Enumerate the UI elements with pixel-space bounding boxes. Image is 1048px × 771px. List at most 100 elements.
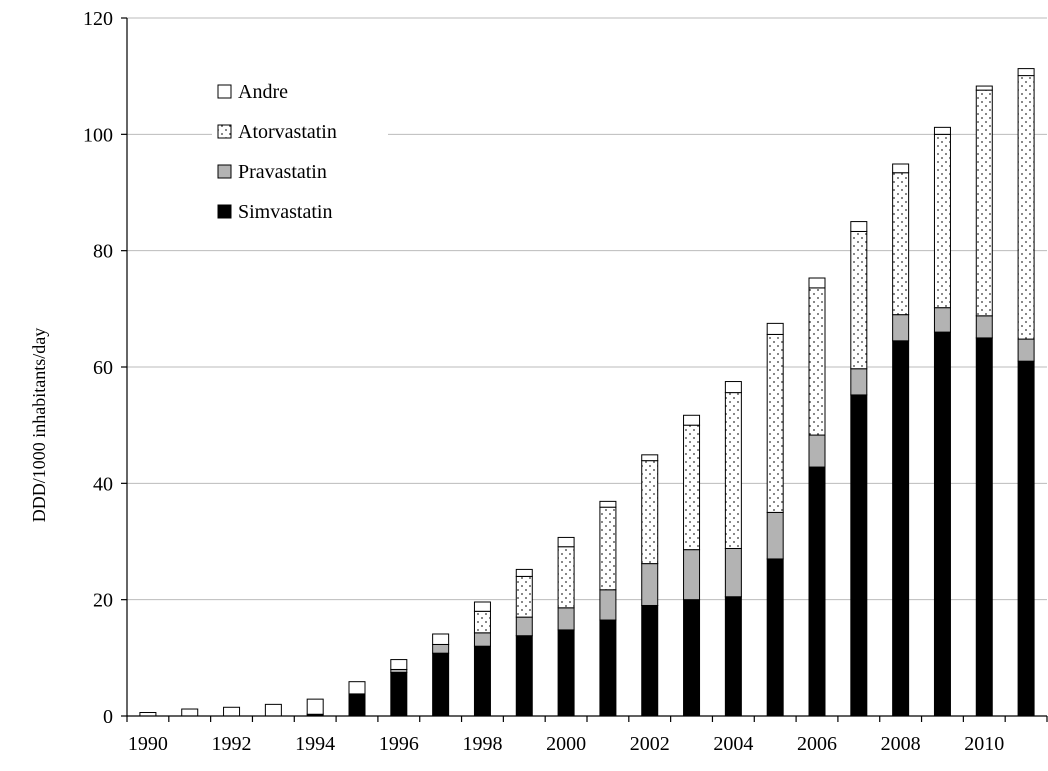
legend-swatch-pravastatin [217,164,232,179]
bar-andre-1991 [181,708,199,717]
bar-simvastatin-1997 [432,652,450,717]
x-tick-label: 1998 [462,733,502,755]
legend-label-andre: Andre [238,81,288,103]
bar-atorvastatin-2006 [808,287,826,436]
bar-stack-2010 [975,85,993,717]
axes [121,17,1048,722]
bar-simvastatin-2004 [724,596,742,717]
bar-pravastatin-2001 [599,589,617,621]
bar-atorvastatin-2008 [892,172,910,316]
bar-pravastatin-2004 [724,547,742,598]
x-tick-label: 1992 [212,733,252,755]
bar-pravastatin-1997 [432,643,450,654]
y-axis-label: DDD/1000 inhabitants/day [29,328,49,522]
bar-atorvastatin-2004 [724,392,742,549]
legend-swatch-atorvastatin [217,124,232,139]
x-tick-label: 2000 [546,733,586,755]
bar-stack-2003 [683,414,701,717]
legend-label-simvastatin: Simvastatin [238,201,332,223]
bar-andre-2006 [808,277,826,289]
bar-andre-2011 [1017,68,1035,77]
x-tick-label: 1990 [128,733,168,755]
bar-pravastatin-2003 [683,549,701,601]
bar-andre-2010 [975,85,993,91]
bar-atorvastatin-2007 [850,230,868,370]
bar-atorvastatin-2011 [1017,75,1035,340]
y-tick-label: 60 [93,357,113,379]
bar-andre-1995 [348,681,366,695]
bar-atorvastatin-2005 [766,333,784,513]
x-tick-label: 2010 [964,733,1004,755]
bar-simvastatin-2005 [766,558,784,717]
bar-andre-2004 [724,381,742,394]
bar-simvastatin-1998 [473,645,491,717]
bar-pravastatin-1998 [473,632,491,647]
bar-simvastatin-2003 [683,599,701,717]
bar-stack-1996 [390,659,408,717]
bar-simvastatin-2008 [892,340,910,717]
bar-pravastatin-2008 [892,314,910,342]
bar-simvastatin-2010 [975,337,993,717]
y-tick-label: 40 [93,473,113,495]
bar-pravastatin-2009 [933,307,951,333]
bar-stack-2000 [557,536,575,717]
bar-andre-1992 [223,706,241,717]
x-tick-label: 1996 [379,733,419,755]
bar-simvastatin-2009 [933,331,951,717]
legend-label-pravastatin: Pravastatin [238,161,327,183]
y-tick-label: 80 [93,241,113,263]
bar-atorvastatin-2010 [975,89,993,317]
bar-stack-1997 [432,633,450,717]
y-tick-labels: 0 20 40 60 80 100 120 [83,8,113,728]
bar-andre-2003 [683,414,701,426]
x-tick-label: 1994 [295,733,335,755]
bar-andre-2008 [892,163,910,174]
bar-andre-2000 [557,536,575,548]
bar-stack-1998 [473,601,491,717]
x-tick-labels: 1990 1992 1994 1996 1998 2000 2002 2004 2006 2008… [128,733,1004,755]
x-tick-label: 2004 [713,733,753,755]
bar-simvastatin-2006 [808,466,826,717]
bar-pravastatin-1999 [515,616,533,637]
bar-pravastatin-2000 [557,607,575,631]
legend-swatch-simvastatin [217,204,232,219]
bar-andre-1998 [473,601,491,612]
bar-simvastatin-2002 [641,604,659,717]
bar-stack-2004 [724,381,742,717]
bar-stack-1999 [515,568,533,717]
bar-stack-2005 [766,322,784,717]
bar-stack-2007 [850,221,868,717]
legend-label-atorvastatin: Atorvastatin [238,121,337,143]
legend-swatch-andre [217,84,232,99]
bar-pravastatin-2010 [975,315,993,339]
bar-stack-2002 [641,454,659,717]
bar-stacks [139,68,1035,717]
legend: Andre Atorvastatin Pravastatin Simvastatin [212,76,388,232]
bar-andre-1996 [390,659,408,670]
bar-pravastatin-2006 [808,434,826,468]
bar-andre-1993 [264,703,282,717]
bar-andre-2009 [933,126,951,135]
bar-stack-1994 [306,698,324,717]
bar-andre-1994 [306,698,324,715]
bar-simvastatin-2011 [1017,360,1035,717]
bar-andre-2001 [599,500,617,508]
bar-pravastatin-2011 [1017,338,1035,362]
x-tick-label: 2006 [797,733,837,755]
bar-simvastatin-1996 [390,671,408,717]
bar-stack-2006 [808,277,826,717]
bar-pravastatin-2005 [766,511,784,560]
bar-atorvastatin-2000 [557,546,575,609]
bar-stack-2001 [599,500,617,717]
bar-pravastatin-2007 [850,368,868,396]
x-tick-label: 2008 [881,733,921,755]
bar-atorvastatin-2009 [933,133,951,309]
bar-pravastatin-2002 [641,563,659,606]
bar-stack-2008 [892,163,910,717]
bar-simvastatin-2000 [557,629,575,717]
bar-andre-1997 [432,633,450,645]
bar-atorvastatin-1999 [515,575,533,618]
bar-atorvastatin-2001 [599,506,617,591]
bar-simvastatin-1999 [515,635,533,717]
